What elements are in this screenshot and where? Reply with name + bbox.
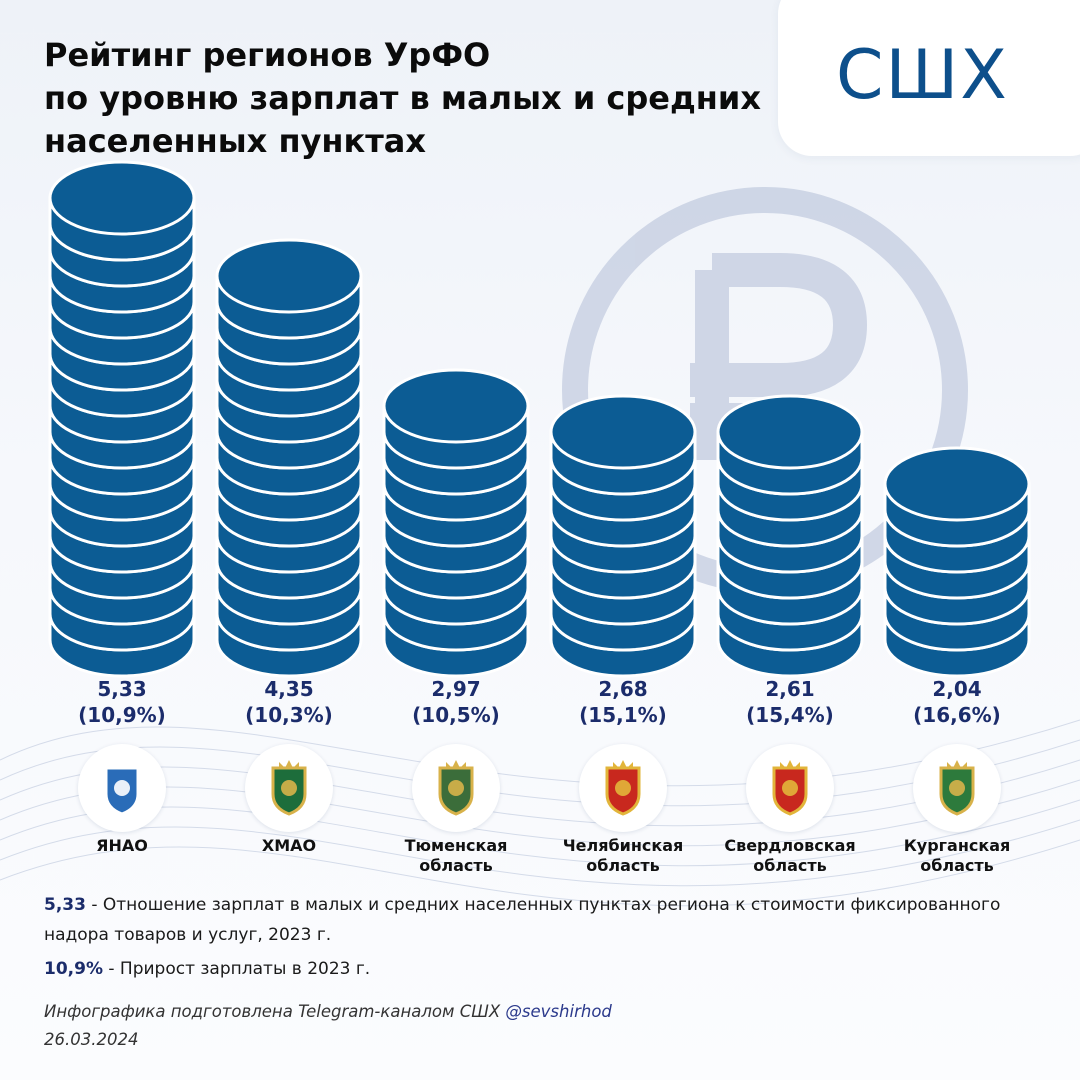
title-line: по уровню зарплат в малых и средних: [44, 79, 761, 117]
coin-top: [716, 394, 864, 470]
region-name-line: область: [586, 856, 660, 875]
brand-logo: СШХ: [836, 36, 1009, 115]
note-key: 5,33: [44, 895, 86, 915]
region-name: ХМАО: [204, 836, 374, 856]
title-line: населенных пунктах: [44, 122, 427, 160]
coin-stack-bar: [883, 446, 1031, 678]
value-text: 2,97: [431, 677, 481, 701]
title-line: Рейтинг регионов УрФО: [44, 36, 491, 74]
coin-top: [549, 394, 697, 470]
region-name-line: область: [920, 856, 994, 875]
region-name-line: Свердловская: [724, 836, 856, 855]
coin-stack-bar: [48, 160, 196, 678]
data-label: 2,97 (10,5%): [376, 676, 536, 728]
credit-text: Инфографика подготовлена Telegram-канало…: [44, 1002, 506, 1021]
note-text: - Отношение зарплат в малых и средних на…: [44, 895, 1001, 945]
coin-top: [215, 238, 363, 314]
growth-text: (15,4%): [746, 703, 834, 727]
region-name-line: Тюменская: [404, 836, 508, 855]
data-label: 4,35 (10,3%): [209, 676, 369, 728]
yanao-emblem-icon: [78, 744, 166, 832]
region-name-line: Курганская: [903, 836, 1011, 855]
region-name: Челябинская область: [538, 836, 708, 876]
telegram-handle-link[interactable]: @sevshirhod: [505, 1002, 612, 1021]
region-name-line: область: [419, 856, 493, 875]
value-text: 4,35: [264, 677, 314, 701]
value-text: 5,33: [97, 677, 147, 701]
tyumen-emblem-icon: [412, 744, 500, 832]
data-label: 2,04 (16,6%): [877, 676, 1037, 728]
value-text: 2,04: [932, 677, 982, 701]
credit-date: 26.03.2024: [44, 1030, 139, 1049]
chelyabinsk-emblem-icon: [579, 744, 667, 832]
growth-text: (10,5%): [412, 703, 500, 727]
value-text: 2,68: [598, 677, 648, 701]
growth-text: (10,3%): [245, 703, 333, 727]
coin-top: [48, 160, 196, 236]
coin-top: [883, 446, 1031, 522]
credit: Инфографика подготовлена Telegram-канало…: [44, 998, 612, 1054]
value-text: 2,61: [765, 677, 815, 701]
region-name-line: ЯНАО: [96, 836, 148, 855]
note-key: 10,9%: [44, 959, 103, 979]
growth-text: (15,1%): [579, 703, 667, 727]
region-name: ЯНАО: [37, 836, 207, 856]
data-label: 2,61 (15,4%): [710, 676, 870, 728]
note-growth: 10,9% - Прирост зарплаты в 2023 г.: [44, 954, 1044, 984]
region-name-line: область: [753, 856, 827, 875]
hmao-emblem-icon: [245, 744, 333, 832]
coin-stack-bar: [716, 394, 864, 678]
region-name: Курганская область: [872, 836, 1042, 876]
coin-stack-bar: [382, 368, 530, 678]
logo-card: [778, 0, 1080, 156]
growth-text: (16,6%): [913, 703, 1001, 727]
kurgan-emblem-icon: [913, 744, 1001, 832]
sverdlovsk-emblem-icon: [746, 744, 834, 832]
data-label: 5,33 (10,9%): [42, 676, 202, 728]
data-label: 2,68 (15,1%): [543, 676, 703, 728]
growth-text: (10,9%): [78, 703, 166, 727]
region-name-line: Челябинская: [562, 836, 684, 855]
coin-stack-bar: [549, 394, 697, 678]
page-title: Рейтинг регионов УрФО по уровню зарплат …: [44, 34, 764, 163]
note-text: - Прирост зарплаты в 2023 г.: [102, 959, 371, 979]
note-ratio: 5,33 - Отношение зарплат в малых и средн…: [44, 890, 1044, 950]
region-name: Свердловская область: [705, 836, 875, 876]
region-name-line: ХМАО: [261, 836, 317, 855]
coin-top: [382, 368, 530, 444]
coin-stack-bar: [215, 238, 363, 678]
region-name: Тюменская область: [371, 836, 541, 876]
